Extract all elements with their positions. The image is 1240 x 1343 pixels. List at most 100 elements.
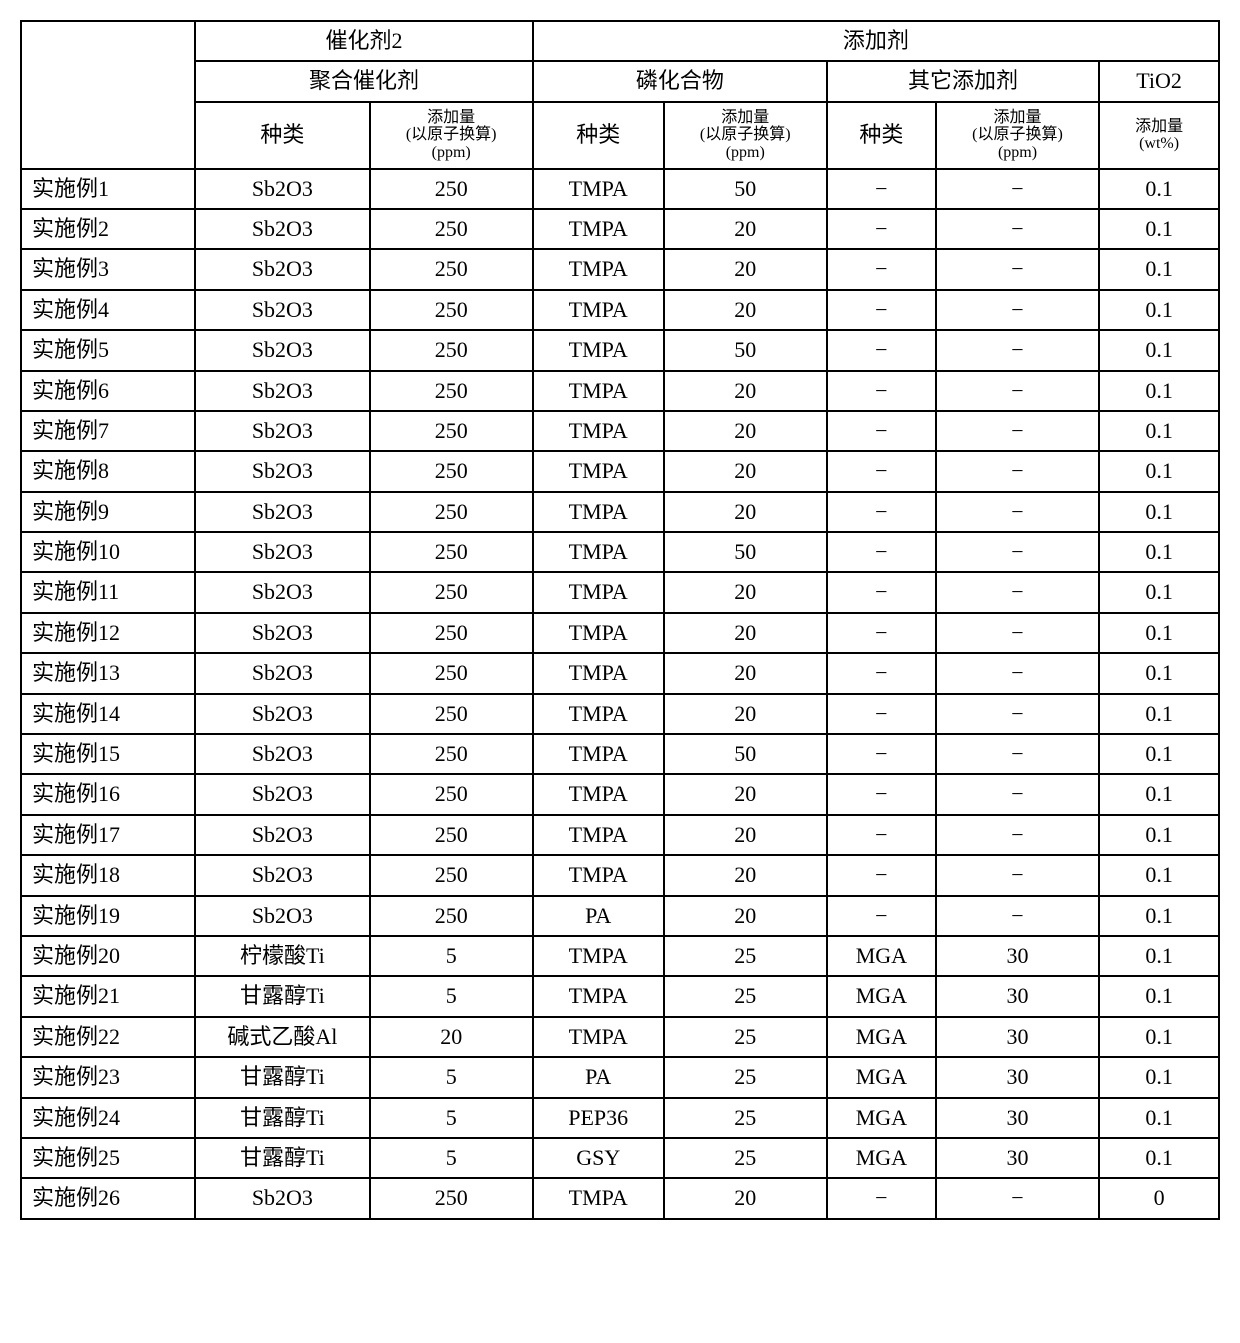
cell-phos-type: TMPA: [533, 855, 664, 895]
cell-phos-type: TMPA: [533, 653, 664, 693]
row-label: 实施例23: [21, 1057, 195, 1097]
cell-catalyst-type: Sb2O3: [195, 249, 369, 289]
header-additive: 添加剂: [533, 21, 1219, 61]
cell-catalyst-amount: 250: [370, 815, 533, 855]
cell-catalyst-amount: 250: [370, 855, 533, 895]
row-label: 实施例3: [21, 249, 195, 289]
cell-phos-type: TMPA: [533, 936, 664, 976]
cell-catalyst-type: Sb2O3: [195, 532, 369, 572]
cell-catalyst-type: Sb2O3: [195, 815, 369, 855]
row-label: 实施例11: [21, 572, 195, 612]
cell-other-amount: −: [936, 492, 1099, 532]
cell-other-amount: −: [936, 169, 1099, 209]
cell-phos-amount: 25: [664, 936, 827, 976]
cell-phos-amount: 20: [664, 451, 827, 491]
cell-other-amount: −: [936, 330, 1099, 370]
row-label: 实施例7: [21, 411, 195, 451]
header-row-1: 催化剂2 添加剂: [21, 21, 1219, 61]
cell-catalyst-type: Sb2O3: [195, 653, 369, 693]
cell-tio2-amount: 0.1: [1099, 492, 1219, 532]
cell-catalyst-amount: 250: [370, 1178, 533, 1218]
row-label: 实施例13: [21, 653, 195, 693]
table-row: 实施例19Sb2O3250PA20−−0.1: [21, 896, 1219, 936]
cell-other-amount: 30: [936, 1017, 1099, 1057]
cell-catalyst-amount: 250: [370, 290, 533, 330]
cell-catalyst-type: Sb2O3: [195, 572, 369, 612]
cell-catalyst-amount: 250: [370, 330, 533, 370]
cell-catalyst-amount: 250: [370, 532, 533, 572]
cell-other-type: −: [827, 451, 936, 491]
row-label: 实施例20: [21, 936, 195, 976]
cell-catalyst-type: Sb2O3: [195, 492, 369, 532]
cell-phos-amount: 20: [664, 209, 827, 249]
row-label: 实施例22: [21, 1017, 195, 1057]
cell-phos-type: TMPA: [533, 532, 664, 572]
cell-phos-amount: 20: [664, 694, 827, 734]
header-catalyst2: 催化剂2: [195, 21, 533, 61]
cell-phos-type: TMPA: [533, 492, 664, 532]
cell-other-amount: 30: [936, 1057, 1099, 1097]
cell-phos-amount: 25: [664, 1098, 827, 1138]
data-table: 催化剂2 添加剂 聚合催化剂 磷化合物 其它添加剂 TiO2 种类 添加量(以原…: [20, 20, 1220, 1220]
cell-catalyst-type: Sb2O3: [195, 169, 369, 209]
row-label: 实施例6: [21, 371, 195, 411]
cell-phos-amount: 20: [664, 290, 827, 330]
cell-catalyst-type: 甘露醇Ti: [195, 1138, 369, 1178]
cell-phos-type: TMPA: [533, 209, 664, 249]
cell-other-amount: 30: [936, 1098, 1099, 1138]
row-label: 实施例14: [21, 694, 195, 734]
header-blank: [21, 21, 195, 169]
row-label: 实施例19: [21, 896, 195, 936]
cell-other-type: −: [827, 492, 936, 532]
cell-phos-type: TMPA: [533, 976, 664, 1016]
cell-other-type: −: [827, 411, 936, 451]
cell-other-type: −: [827, 896, 936, 936]
cell-tio2-amount: 0.1: [1099, 1138, 1219, 1178]
table-row: 实施例24甘露醇Ti5PEP3625MGA300.1: [21, 1098, 1219, 1138]
cell-catalyst-type: Sb2O3: [195, 451, 369, 491]
cell-catalyst-type: Sb2O3: [195, 290, 369, 330]
cell-other-amount: −: [936, 290, 1099, 330]
cell-tio2-amount: 0.1: [1099, 855, 1219, 895]
table-row: 实施例9Sb2O3250TMPA20−−0.1: [21, 492, 1219, 532]
cell-tio2-amount: 0.1: [1099, 815, 1219, 855]
cell-catalyst-amount: 250: [370, 249, 533, 289]
header-poly-catalyst: 聚合催化剂: [195, 61, 533, 101]
cell-phos-type: TMPA: [533, 815, 664, 855]
row-label: 实施例10: [21, 532, 195, 572]
cell-phos-amount: 50: [664, 532, 827, 572]
cell-phos-amount: 20: [664, 855, 827, 895]
table-row: 实施例25甘露醇Ti5GSY25MGA300.1: [21, 1138, 1219, 1178]
table-row: 实施例12Sb2O3250TMPA20−−0.1: [21, 613, 1219, 653]
cell-other-type: MGA: [827, 1098, 936, 1138]
cell-other-type: −: [827, 572, 936, 612]
cell-other-amount: 30: [936, 936, 1099, 976]
table-row: 实施例16Sb2O3250TMPA20−−0.1: [21, 774, 1219, 814]
cell-other-type: −: [827, 653, 936, 693]
cell-catalyst-amount: 250: [370, 572, 533, 612]
cell-phos-amount: 50: [664, 169, 827, 209]
cell-other-amount: −: [936, 653, 1099, 693]
cell-catalyst-amount: 5: [370, 1098, 533, 1138]
cell-other-type: MGA: [827, 1017, 936, 1057]
cell-tio2-amount: 0: [1099, 1178, 1219, 1218]
cell-phos-type: TMPA: [533, 371, 664, 411]
cell-other-type: −: [827, 532, 936, 572]
cell-other-type: −: [827, 371, 936, 411]
cell-catalyst-amount: 250: [370, 653, 533, 693]
cell-tio2-amount: 0.1: [1099, 1057, 1219, 1097]
cell-other-amount: −: [936, 532, 1099, 572]
cell-phos-type: TMPA: [533, 1017, 664, 1057]
cell-tio2-amount: 0.1: [1099, 653, 1219, 693]
cell-catalyst-type: Sb2O3: [195, 734, 369, 774]
cell-catalyst-type: Sb2O3: [195, 1178, 369, 1218]
table-row: 实施例22碱式乙酸Al20TMPA25MGA300.1: [21, 1017, 1219, 1057]
cell-tio2-amount: 0.1: [1099, 976, 1219, 1016]
cell-other-type: −: [827, 1178, 936, 1218]
cell-tio2-amount: 0.1: [1099, 936, 1219, 976]
cell-tio2-amount: 0.1: [1099, 734, 1219, 774]
table-row: 实施例20柠檬酸Ti5TMPA25MGA300.1: [21, 936, 1219, 976]
cell-phos-amount: 20: [664, 653, 827, 693]
cell-other-amount: −: [936, 855, 1099, 895]
row-label: 实施例8: [21, 451, 195, 491]
